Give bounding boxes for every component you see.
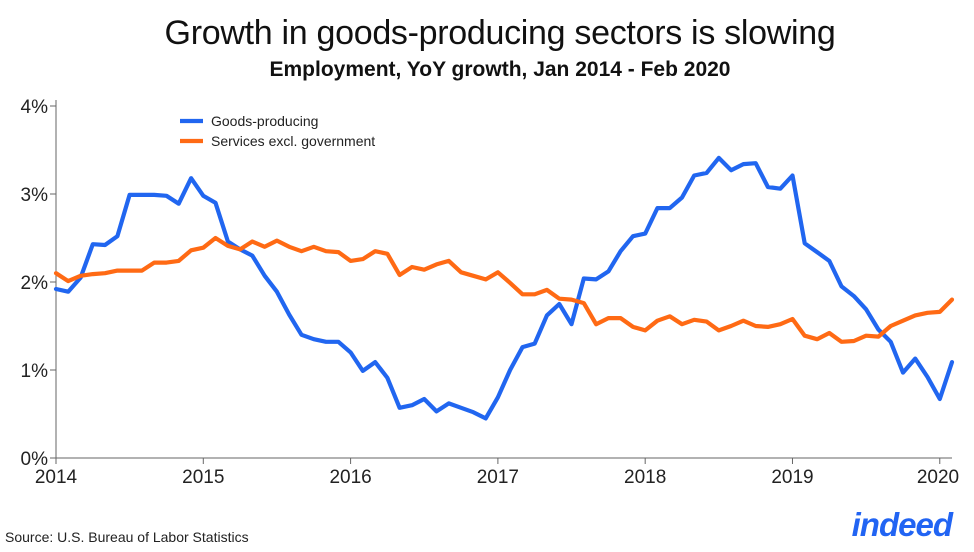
y-tick-label: 2% xyxy=(21,273,49,294)
x-tick-label: 2016 xyxy=(329,467,371,488)
x-tick-label: 2017 xyxy=(477,467,519,488)
chart-subtitle: Employment, YoY growth, Jan 2014 - Feb 2… xyxy=(269,58,731,81)
services-line xyxy=(53,235,955,344)
x-tick-label: 2014 xyxy=(35,467,78,488)
y-tick-label: 3% xyxy=(21,185,49,206)
x-tick-label: 2018 xyxy=(624,467,666,488)
x-tick-label: 2015 xyxy=(182,467,224,488)
x-tick-label: 2020 xyxy=(917,467,959,488)
y-tick-label: 4% xyxy=(21,97,49,118)
y-tick-label: 0% xyxy=(21,449,49,470)
goods-producing-line xyxy=(53,155,955,421)
indeed-logo: indeed xyxy=(851,506,953,543)
x-tick-label: 2019 xyxy=(771,467,813,488)
legend-label: Goods-producing xyxy=(211,113,318,129)
source-note: Source: U.S. Bureau of Labor Statistics xyxy=(5,529,249,545)
legend-label: Services excl. government xyxy=(211,133,375,149)
y-tick-label: 1% xyxy=(21,361,49,382)
chart-title: Growth in goods-producing sectors is slo… xyxy=(164,14,836,52)
